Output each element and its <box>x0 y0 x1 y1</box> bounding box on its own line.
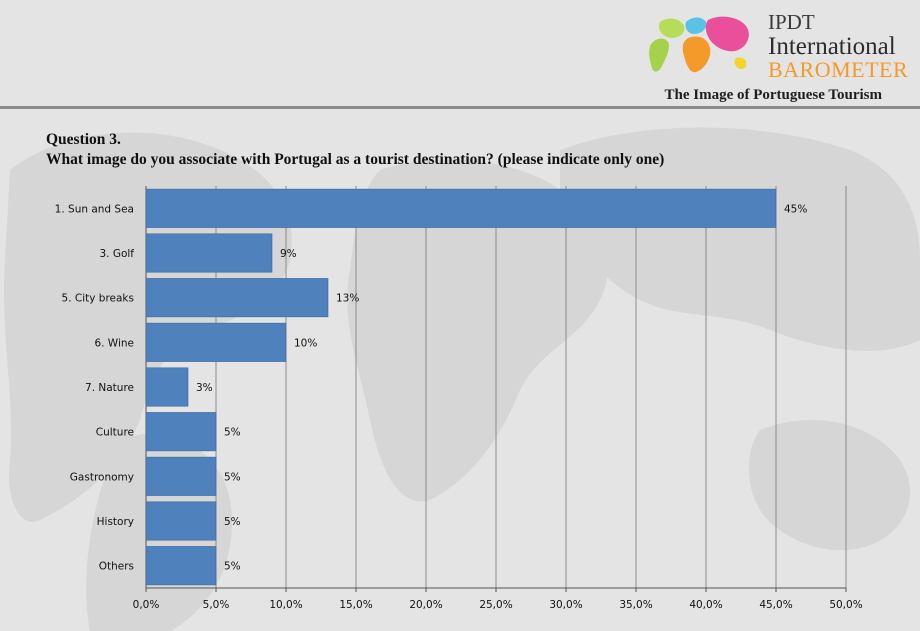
x-tick-label: 10,0% <box>269 599 302 611</box>
x-tick-label: 0,0% <box>133 599 160 611</box>
bars <box>145 188 777 586</box>
bar-value-label: 5% <box>224 516 241 528</box>
question-text: What image do you associate with Portuga… <box>46 151 665 168</box>
category-label: Gastronomy <box>70 471 134 483</box>
header-divider <box>0 106 920 109</box>
category-label: 3. Golf <box>99 248 134 260</box>
bar-value-label: 5% <box>224 561 241 573</box>
ipdt-globe-logo <box>649 16 749 73</box>
category-label: History <box>97 516 134 528</box>
x-tick-label: 50,0% <box>829 599 862 611</box>
bar <box>145 322 287 362</box>
brand-barometer: BAROMETER <box>768 57 909 82</box>
category-label: Culture <box>96 427 134 439</box>
bar <box>145 367 189 407</box>
category-label: Others <box>99 561 134 573</box>
x-tick-label: 35,0% <box>619 599 652 611</box>
bar-value-label: 45% <box>784 203 807 215</box>
bar-value-label: 13% <box>336 293 359 305</box>
ipdt-brand: IPDT International BAROMETER <box>768 12 908 81</box>
category-label: 1. Sun and Sea <box>55 203 134 215</box>
bar-value-label: 5% <box>224 427 241 439</box>
category-label: 7. Nature <box>85 382 134 394</box>
x-tick-label: 45,0% <box>759 599 792 611</box>
category-label: 5. City breaks <box>62 293 134 305</box>
x-tick-label: 15,0% <box>339 599 372 611</box>
category-label: 6. Wine <box>94 337 134 349</box>
bar <box>145 501 217 541</box>
bar <box>145 546 217 586</box>
x-tick-label: 30,0% <box>549 599 582 611</box>
bar <box>145 188 777 228</box>
bar-value-label: 5% <box>224 471 241 483</box>
bar <box>145 233 273 273</box>
category-labels: 1. Sun and Sea 3. Golf 5. City breaks 6. Wi… <box>55 203 135 572</box>
bar-value-label: 3% <box>196 382 213 394</box>
question-block: Question 3. What image do you associate … <box>46 130 664 170</box>
brand-international: International <box>768 33 896 60</box>
report-subtitle: The Image of Portuguese Tourism <box>664 87 883 103</box>
brand-ipdt: IPDT <box>768 10 815 34</box>
x-tick-label: 20,0% <box>409 599 442 611</box>
bar <box>145 412 217 452</box>
x-tick-label: 5,0% <box>203 599 230 611</box>
bar-value-label: 10% <box>294 337 317 349</box>
question-number: Question 3. <box>46 131 121 148</box>
bar <box>145 456 217 496</box>
x-axis-ticks: 0,0% 5,0% 10,0% 15,0% 20,0% 25,0% 30,0% 35,0% 40… <box>133 588 863 611</box>
x-tick-label: 40,0% <box>689 599 722 611</box>
bar <box>145 278 329 318</box>
data-labels: 45% 9% 13% 10% 3% 5% 5% 5% 5% <box>196 203 807 572</box>
x-tick-label: 25,0% <box>479 599 512 611</box>
bar-value-label: 9% <box>280 248 297 260</box>
